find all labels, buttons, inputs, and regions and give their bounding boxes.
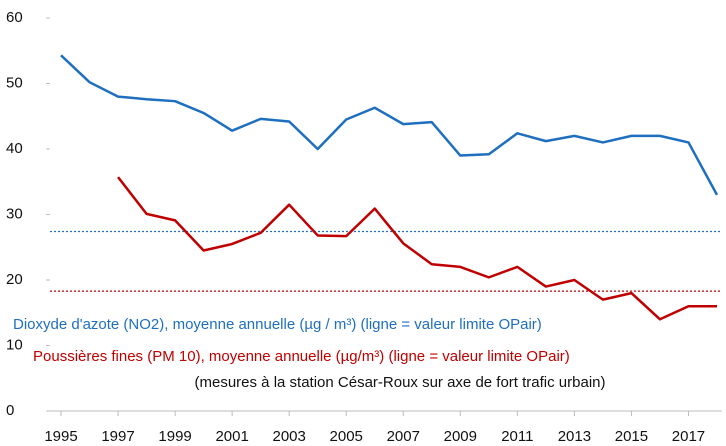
y-tick-label: 10: [6, 336, 23, 353]
x-tick-label: 2001: [215, 428, 248, 445]
y-tick-label: 20: [6, 271, 23, 288]
y-tick-label: 50: [6, 74, 23, 91]
x-tick-label: 2017: [672, 428, 705, 445]
y-tick-label: 40: [6, 140, 23, 157]
x-tick-label: 1999: [158, 428, 191, 445]
x-tick-label: 2015: [615, 428, 648, 445]
x-tick-label: 2003: [272, 428, 305, 445]
x-tick-label: 1995: [44, 428, 77, 445]
note: (mesures à la station César-Roux sur axe…: [195, 374, 606, 391]
y-tick-label: 30: [6, 205, 23, 222]
x-tick-label: 2007: [387, 428, 420, 445]
x-tick-label: 1997: [101, 428, 134, 445]
x-tick-label: 2009: [444, 428, 477, 445]
legend-entry: Poussières fines (PM 10), moyenne annuel…: [33, 348, 570, 365]
x-tick-label: 2011: [501, 428, 533, 445]
data-line: [117, 176, 717, 321]
legend-entry: Dioxyde d'azote (NO2), moyenne annuelle …: [13, 316, 542, 333]
x-tick-label: 2013: [558, 428, 591, 445]
data-line: [60, 54, 719, 196]
x-tick-label: 2005: [330, 428, 363, 445]
y-tick-label: 60: [6, 9, 23, 26]
y-tick-label: 0: [6, 402, 14, 419]
